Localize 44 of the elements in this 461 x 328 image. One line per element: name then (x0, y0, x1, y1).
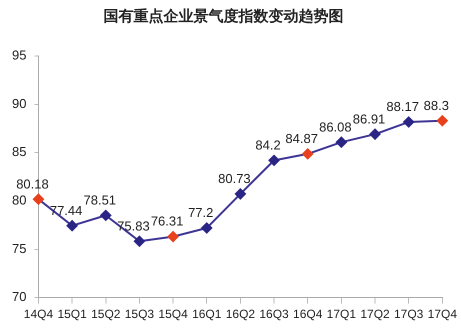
data-label: 88.17 (386, 99, 419, 114)
x-tick-label: 16Q4 (293, 307, 323, 322)
point (436, 115, 448, 126)
point (32, 194, 44, 205)
x-tick-label: 15Q4 (158, 307, 188, 322)
data-label: 86.08 (319, 119, 352, 134)
x-tick-label: 16Q2 (226, 307, 256, 322)
x-tick-label: 17Q4 (428, 307, 458, 322)
point (302, 148, 314, 160)
chart-title: 国有重点企业景气度指数变动趋势图 (104, 7, 344, 26)
point (168, 231, 179, 242)
data-label: 80.18 (16, 176, 49, 192)
x-tick-label: 17Q1 (326, 307, 356, 322)
data-label: 84.2 (255, 137, 281, 152)
data-label: 77.2 (188, 205, 214, 220)
point (201, 222, 212, 234)
data-label: 76.31 (150, 214, 184, 229)
data-label: 88.3 (424, 98, 449, 113)
x-tick-label: 16Q3 (259, 307, 290, 322)
data-label: 78.51 (83, 192, 116, 208)
data-label: 80.73 (218, 170, 251, 186)
y-tick-label: 80 (12, 192, 26, 208)
point (234, 188, 246, 200)
point (370, 128, 381, 140)
point (66, 220, 78, 232)
data-label: 86.91 (352, 111, 386, 126)
point (403, 116, 414, 128)
point (336, 136, 347, 148)
point (100, 210, 112, 221)
point (268, 154, 280, 166)
y-tick-label: 90 (12, 96, 26, 111)
y-tick-label: 85 (12, 144, 26, 160)
x-tick-label: 15Q3 (124, 307, 154, 322)
data-label: 84.87 (285, 130, 318, 146)
y-tick-label: 75 (12, 240, 26, 256)
x-tick-label: 15Q1 (57, 307, 88, 322)
x-tick-label: 17Q3 (394, 307, 424, 322)
y-tick-label: 70 (12, 289, 26, 304)
x-tick-label: 14Q4 (24, 307, 54, 322)
x-tick-label: 16Q1 (192, 307, 222, 322)
y-tick-label: 95 (12, 48, 26, 63)
x-tick-label: 17Q2 (360, 307, 390, 322)
point (134, 236, 145, 247)
x-tick-label: 15Q2 (91, 307, 121, 322)
